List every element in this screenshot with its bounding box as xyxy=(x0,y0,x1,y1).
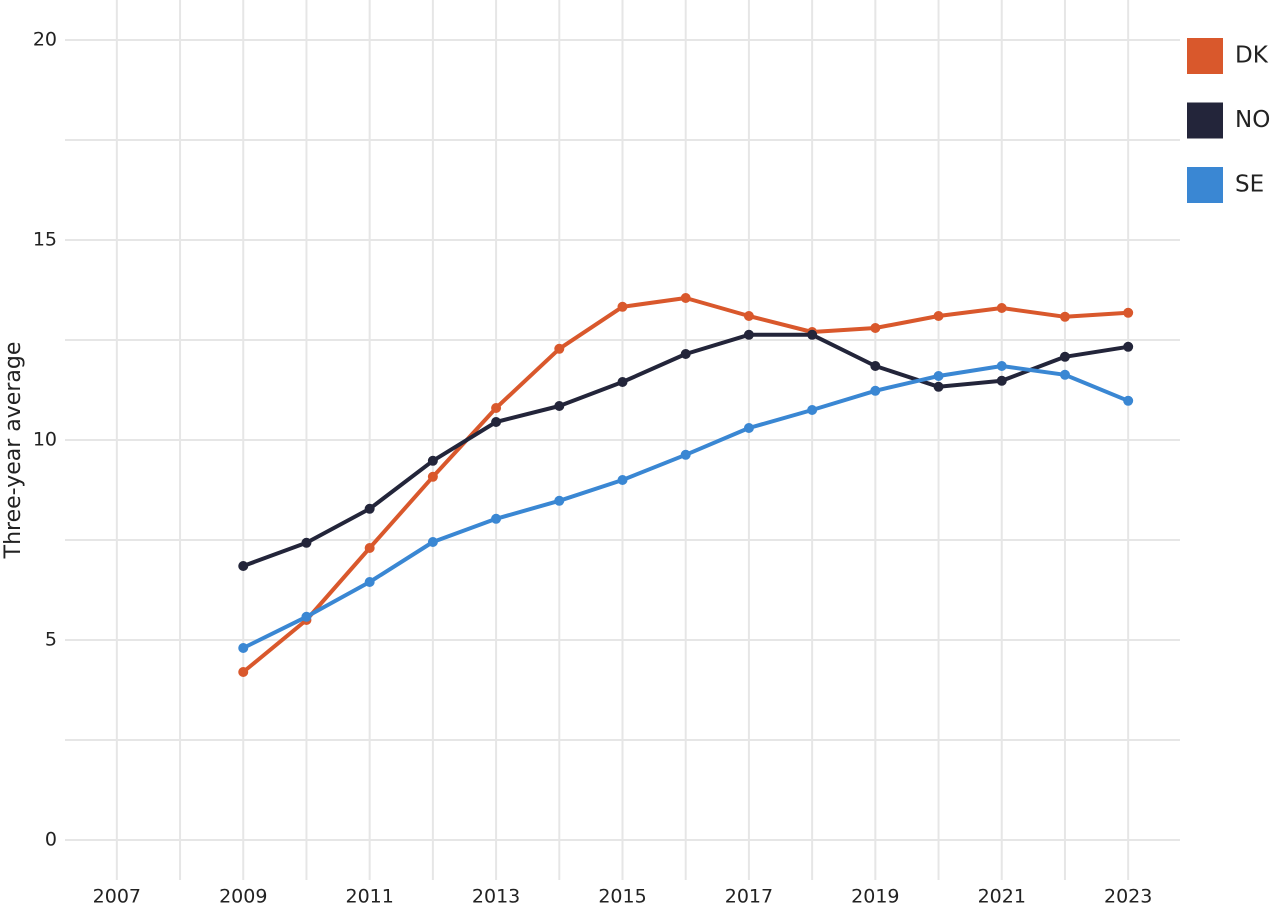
data-point xyxy=(870,323,881,333)
legend-label: DK xyxy=(1235,43,1269,69)
data-point xyxy=(238,561,249,571)
legend-swatch xyxy=(1187,102,1223,139)
y-tick-label: 5 xyxy=(45,629,57,651)
data-point xyxy=(364,577,375,587)
x-tick-label: 2015 xyxy=(598,886,646,906)
data-point xyxy=(680,449,691,460)
data-point xyxy=(427,455,438,466)
data-point xyxy=(491,417,502,427)
data-point xyxy=(743,329,754,340)
legend-label: SE xyxy=(1235,172,1264,198)
data-point xyxy=(933,311,944,321)
y-tick-label: 15 xyxy=(33,229,57,251)
data-point xyxy=(996,303,1007,313)
data-point xyxy=(617,377,628,387)
x-tick-label: 2011 xyxy=(345,886,393,906)
data-point xyxy=(870,361,881,371)
data-point xyxy=(996,361,1007,371)
data-point xyxy=(301,611,312,622)
data-point xyxy=(933,381,944,392)
data-point xyxy=(554,401,565,411)
y-tick-label: 10 xyxy=(33,429,57,451)
x-tick-label: 2019 xyxy=(851,886,899,906)
data-point xyxy=(933,371,944,381)
data-point xyxy=(1123,341,1134,352)
y-axis-label: Three-year average xyxy=(1,342,26,560)
data-point xyxy=(680,293,691,303)
data-point xyxy=(1059,311,1070,322)
y-tick-label: 20 xyxy=(33,29,57,51)
data-point xyxy=(807,329,818,340)
y-tick-label: 0 xyxy=(45,829,57,851)
data-point xyxy=(617,475,628,485)
data-point xyxy=(617,301,628,312)
data-point xyxy=(743,311,754,321)
data-point xyxy=(491,403,502,413)
data-point xyxy=(238,667,249,677)
data-point xyxy=(870,385,881,396)
x-tick-label: 2007 xyxy=(93,886,141,906)
data-point xyxy=(491,513,502,524)
data-point xyxy=(554,343,565,354)
data-point xyxy=(807,405,818,415)
data-point xyxy=(996,375,1007,386)
data-point xyxy=(1123,307,1134,318)
data-point xyxy=(301,537,312,548)
legend-swatch xyxy=(1187,167,1223,203)
data-point xyxy=(427,537,438,547)
x-tick-label: 2023 xyxy=(1104,886,1152,906)
data-point xyxy=(1059,369,1070,380)
x-tick-label: 2021 xyxy=(978,886,1026,906)
legend-swatch xyxy=(1187,38,1223,74)
x-tick-label: 2017 xyxy=(725,886,773,906)
data-point xyxy=(680,349,691,359)
data-point xyxy=(554,495,565,506)
x-tick-label: 2009 xyxy=(219,886,267,906)
legend-label: NO xyxy=(1235,107,1270,133)
data-point xyxy=(238,643,249,653)
data-point xyxy=(364,543,375,553)
data-point xyxy=(427,471,438,482)
data-point xyxy=(743,423,754,433)
x-tick-label: 2013 xyxy=(472,886,520,906)
grid xyxy=(65,0,1180,880)
data-point xyxy=(1059,351,1070,362)
data-point xyxy=(364,503,375,514)
data-point xyxy=(1123,395,1134,406)
